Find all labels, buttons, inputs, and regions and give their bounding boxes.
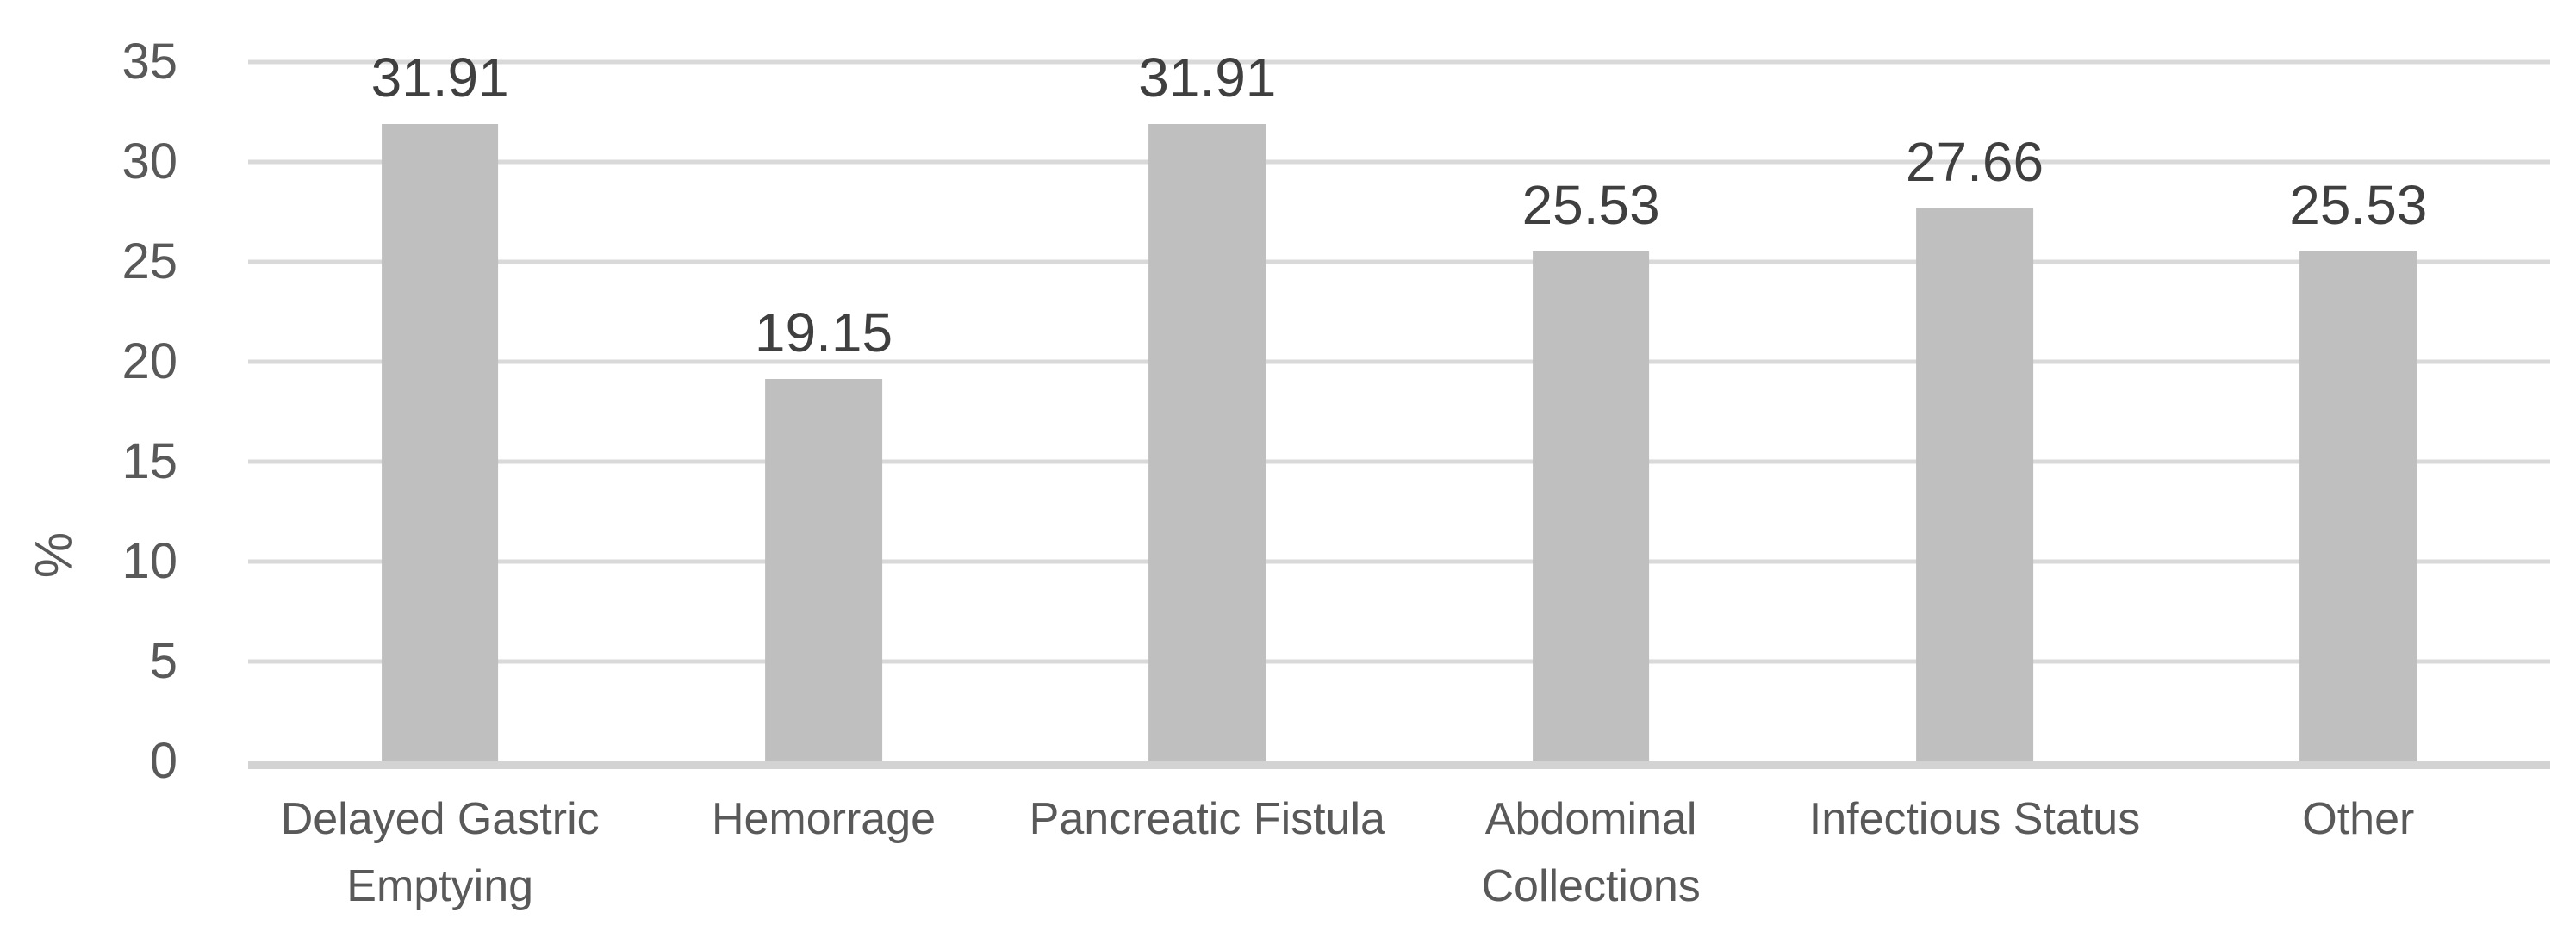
x-axis-category-labels: Delayed Gastric Emptying Hemorrage Pancrea… — [248, 785, 2550, 920]
gridline-5 — [248, 659, 2550, 664]
category-label-text: Delayed Gastric Emptying — [280, 794, 600, 911]
bar-value-label: 25.53 — [2289, 173, 2428, 236]
y-tick-label-35: 35 — [121, 34, 177, 90]
category-label: Infectious Status — [1783, 785, 2166, 920]
gridline-15 — [248, 459, 2550, 464]
y-tick-label-20: 20 — [121, 333, 177, 389]
bar-value-label: 27.66 — [1905, 131, 2044, 194]
bar — [1532, 251, 1650, 761]
category-label-text: Abdominal Collections — [1481, 794, 1701, 911]
category-label-text: Pancreatic Fistula — [1029, 794, 1385, 844]
gridline-20 — [248, 359, 2550, 364]
bar-slot: 25.53 — [2167, 62, 2550, 761]
x-axis-line — [248, 761, 2550, 769]
category-label-text: Hemorrage — [711, 794, 936, 844]
y-axis-title: % — [24, 531, 83, 579]
y-tick-label-30: 30 — [121, 133, 177, 189]
bar-slot: 27.66 — [1783, 62, 2166, 761]
category-label-text: Other — [2302, 794, 2415, 844]
gridline-30 — [248, 159, 2550, 165]
bar-value-label: 19.15 — [754, 301, 893, 363]
category-label-text: Infectious Status — [1808, 794, 2141, 844]
bar-value-label: 25.53 — [1521, 173, 1660, 236]
y-tick-label-0: 0 — [149, 733, 177, 789]
bar — [1148, 123, 1266, 761]
category-label: Delayed Gastric Emptying — [248, 785, 632, 920]
bar-slot: 25.53 — [1399, 62, 1783, 761]
gridline-10 — [248, 559, 2550, 564]
y-tick-label-25: 25 — [121, 233, 177, 289]
bar — [765, 378, 882, 761]
plot-area: 0 5 10 15 20 25 30 35 31.91 19.15 31.91 25.53 27.66 2… — [121, 37, 2550, 786]
y-tick-label-5: 5 — [149, 633, 177, 689]
bar-value-label: 31.91 — [1138, 46, 1277, 109]
y-tick-label-15: 15 — [121, 433, 177, 489]
category-label: Pancreatic Fistula — [1016, 785, 1399, 920]
category-label: Abdominal Collections — [1399, 785, 1783, 920]
gridline-35 — [248, 59, 2550, 65]
category-label: Hemorrage — [632, 785, 1015, 920]
bar — [381, 123, 499, 761]
bar-slot: 19.15 — [632, 62, 1015, 761]
y-tick-label-10: 10 — [121, 533, 177, 589]
category-label: Other — [2167, 785, 2550, 920]
bar-slot: 31.91 — [1016, 50, 1399, 761]
bar — [2299, 251, 2417, 761]
gridline-25 — [248, 259, 2550, 264]
bar — [1916, 208, 2033, 761]
bar-slot: 31.91 — [248, 50, 632, 761]
bar-value-label: 31.91 — [370, 46, 509, 109]
